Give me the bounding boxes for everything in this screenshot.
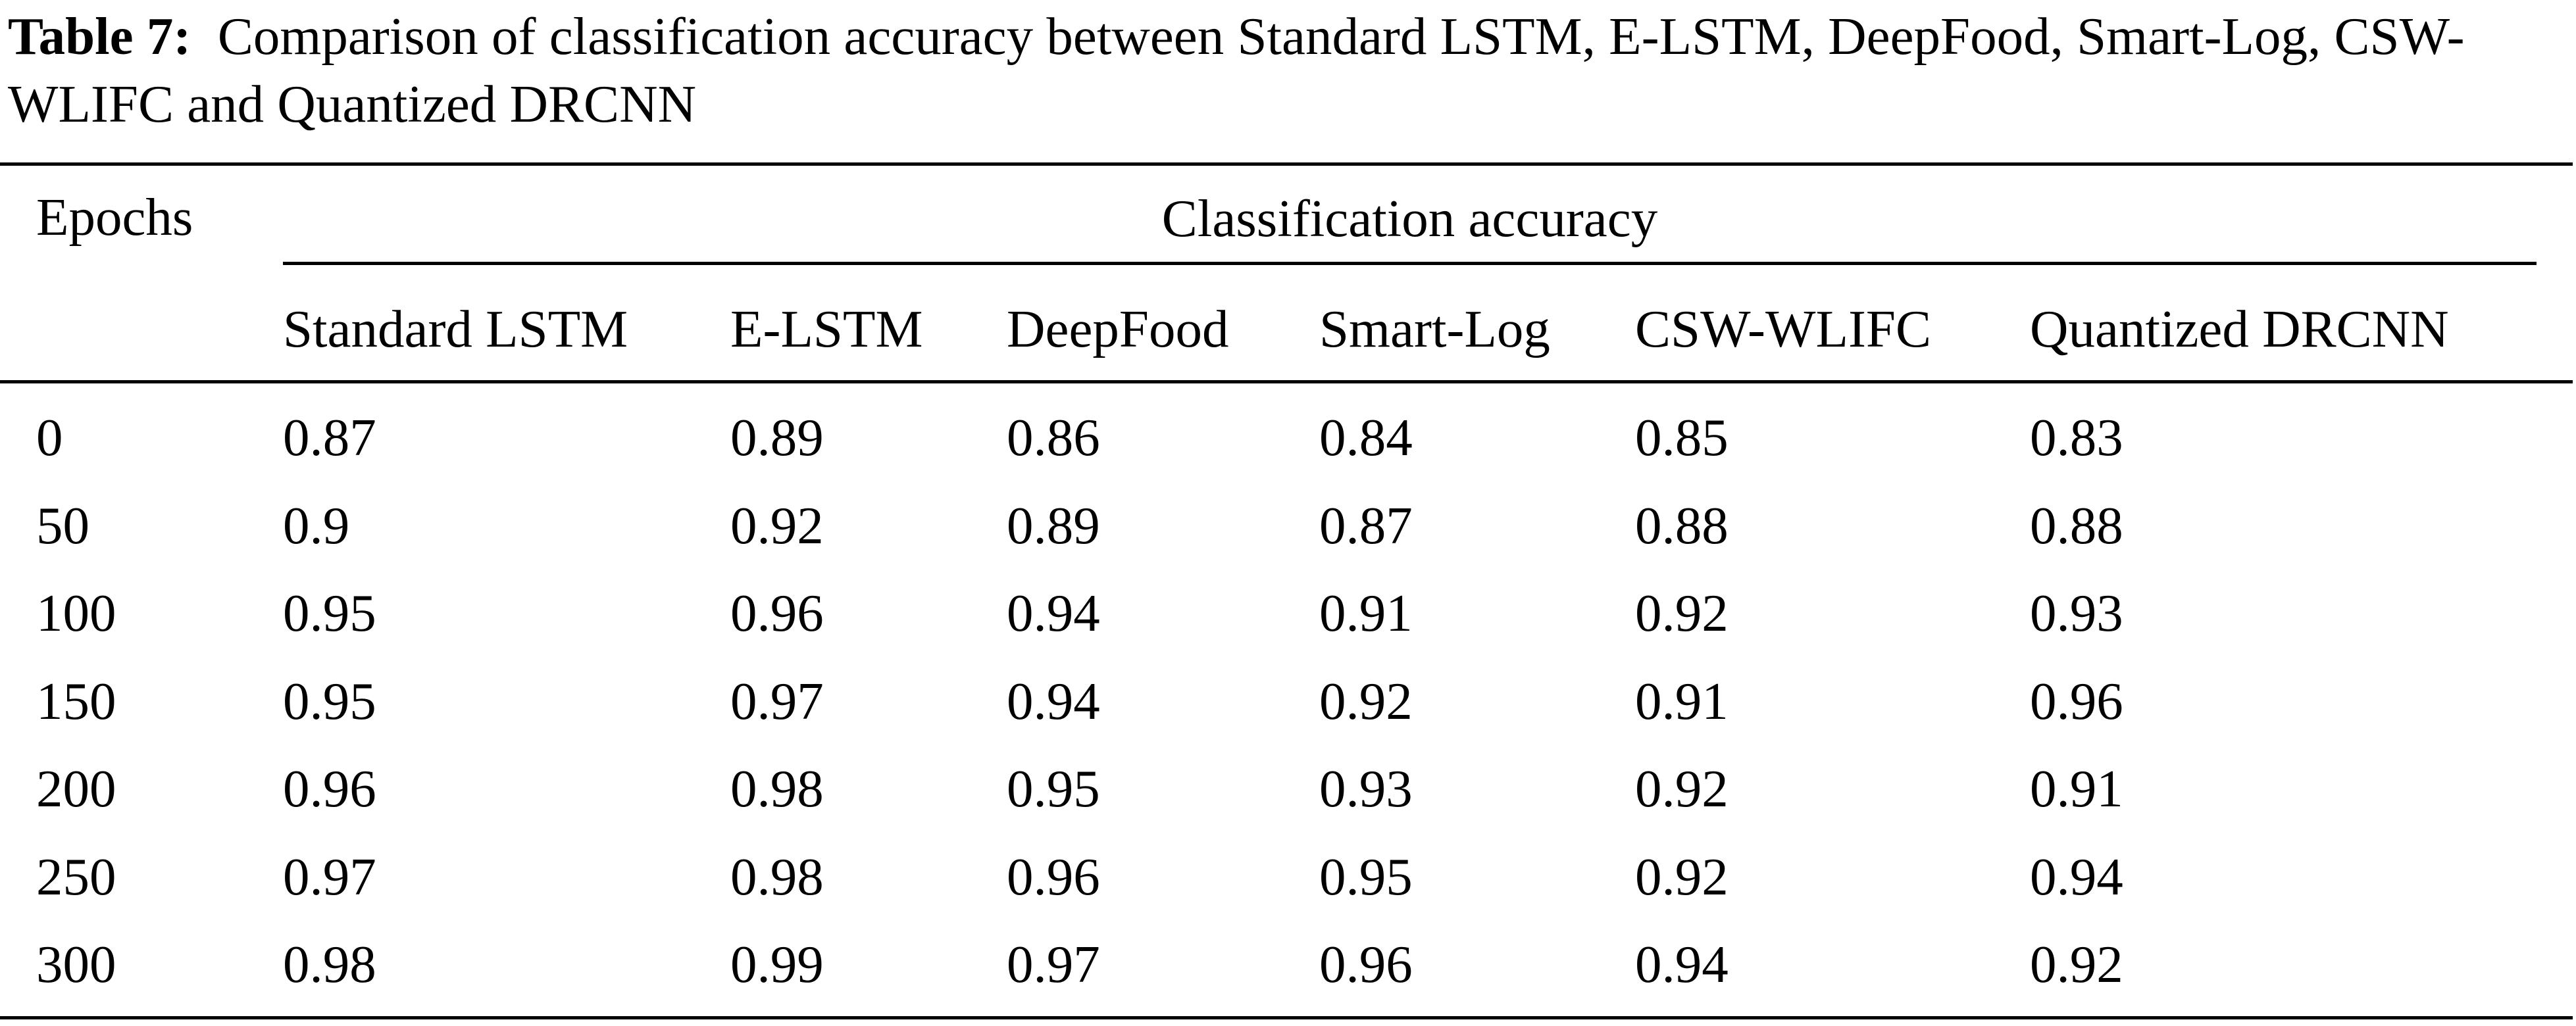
accuracy-cell: 0.91 (2030, 759, 2123, 818)
accuracy-cell: 0.94 (1007, 583, 1100, 643)
accuracy-cell: 0.96 (283, 759, 376, 818)
accuracy-cell: 0.86 (1007, 408, 1100, 467)
accuracy-cell: 0.95 (1007, 759, 1100, 818)
accuracy-cell: 0.89 (1007, 496, 1100, 555)
column-header-epochs: Epochs (36, 187, 193, 247)
accuracy-cell: 0.98 (730, 847, 824, 906)
accuracy-cell: 0.87 (1319, 496, 1413, 555)
epoch-cell: 250 (36, 847, 116, 906)
header-bottom-rule (0, 380, 2573, 383)
table-label: Table 7: (8, 7, 191, 66)
accuracy-cell: 0.92 (1635, 583, 1729, 643)
group-rule (283, 262, 2537, 265)
epoch-cell: 300 (36, 935, 116, 994)
column-header: CSW-WLIFC (1635, 299, 1932, 358)
accuracy-cell: 0.94 (2030, 847, 2123, 906)
accuracy-cell: 0.91 (1635, 672, 1729, 731)
bottom-rule (0, 1016, 2573, 1019)
epoch-cell: 50 (36, 496, 89, 555)
accuracy-cell: 0.93 (1319, 759, 1413, 818)
accuracy-cell: 0.95 (283, 672, 376, 731)
epoch-cell: 150 (36, 672, 116, 731)
accuracy-cell: 0.83 (2030, 408, 2123, 467)
accuracy-cell: 0.87 (283, 408, 376, 467)
accuracy-cell: 0.97 (283, 847, 376, 906)
column-header: DeepFood (1007, 299, 1229, 358)
accuracy-cell: 0.92 (1635, 847, 1729, 906)
column-header: Smart-Log (1319, 299, 1550, 358)
accuracy-cell: 0.85 (1635, 408, 1729, 467)
accuracy-cell: 0.96 (1007, 847, 1100, 906)
accuracy-cell: 0.93 (2030, 583, 2123, 643)
accuracy-cell: 0.98 (283, 935, 376, 994)
accuracy-cell: 0.97 (730, 672, 824, 731)
column-header: E-LSTM (730, 299, 923, 358)
epoch-cell: 100 (36, 583, 116, 643)
accuracy-cell: 0.88 (1635, 496, 1729, 555)
accuracy-cell: 0.92 (1319, 672, 1413, 731)
accuracy-cell: 0.92 (2030, 935, 2123, 994)
accuracy-cell: 0.94 (1635, 935, 1729, 994)
epoch-cell: 200 (36, 759, 116, 818)
table-caption-text: Comparison of classification accuracy be… (8, 7, 2465, 134)
column-header: Quantized DRCNN (2030, 299, 2449, 358)
accuracy-cell: 0.95 (1319, 847, 1413, 906)
column-header: Standard LSTM (283, 299, 628, 358)
accuracy-cell: 0.89 (730, 408, 824, 467)
epoch-cell: 0 (36, 408, 63, 467)
accuracy-cell: 0.97 (1007, 935, 1100, 994)
accuracy-cell: 0.99 (730, 935, 824, 994)
accuracy-cell: 0.92 (730, 496, 824, 555)
accuracy-cell: 0.9 (283, 496, 350, 555)
accuracy-cell: 0.88 (2030, 496, 2123, 555)
accuracy-cell: 0.84 (1319, 408, 1413, 467)
accuracy-cell: 0.92 (1635, 759, 1729, 818)
accuracy-cell: 0.96 (730, 583, 824, 643)
group-header-classification-accuracy: Classification accuracy (1161, 189, 1658, 248)
accuracy-cell: 0.95 (283, 583, 376, 643)
accuracy-cell: 0.94 (1007, 672, 1100, 731)
accuracy-cell: 0.91 (1319, 583, 1413, 643)
accuracy-cell: 0.96 (1319, 935, 1413, 994)
top-rule (0, 162, 2573, 166)
accuracy-cell: 0.96 (2030, 672, 2123, 731)
table-caption: Table 7: Comparison of classification ac… (8, 3, 2567, 138)
accuracy-cell: 0.98 (730, 759, 824, 818)
